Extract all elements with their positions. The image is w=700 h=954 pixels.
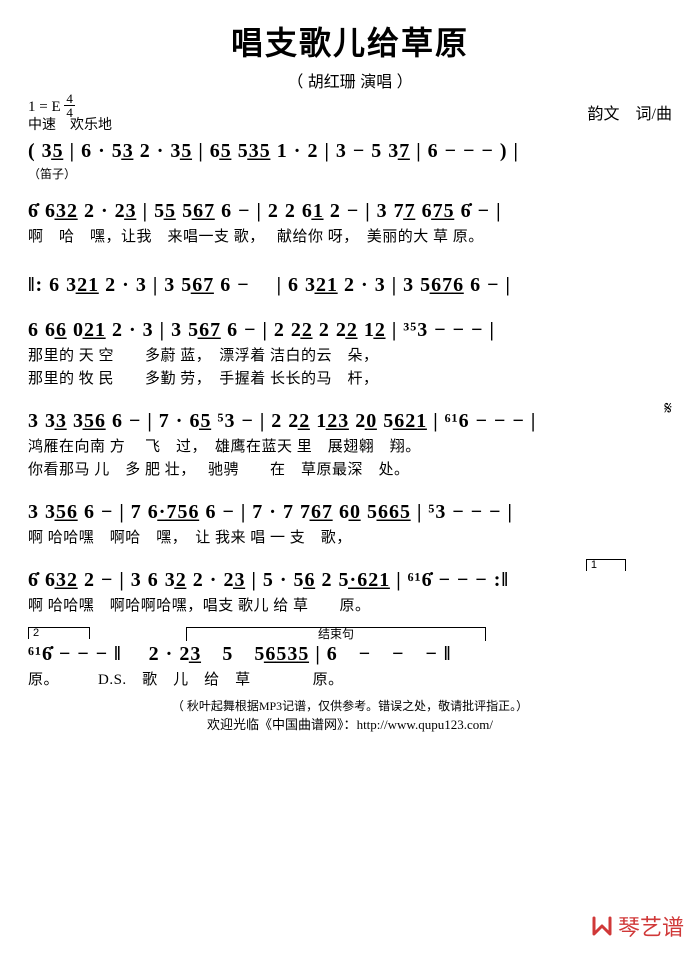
ending-bracket-2: 2 [28,627,90,639]
source-url[interactable]: http://www.qupu123.com/ [357,717,493,732]
coda-mark: 𝄋 [664,398,672,419]
lyrics-line: 啊 哈哈嘿 啊哈啊哈嘿，唱支 歌儿 给 草 原。 [28,594,672,615]
performer-subtitle: （ 胡红珊 演唱 ） [28,68,672,92]
composer-credit: 韵文 词/曲 [588,100,672,124]
notation-line: ⁶¹6̇ − − − ‖ 2 · 2͟3 5 5͟6͟5͟3͟5 | 6 − −… [28,637,672,666]
notation-line: 3 3͟3 3͟5͟6 6 − | 7 · 6͟5 ⁵3 − | 2 2͟2 1… [28,410,672,433]
score-body: ( 3͟5 | 6 · 5͟3 2 · 3͟5 | 6͟5 5͟3͟5 1 · … [28,140,672,689]
song-title: 唱支歌儿给草原 [28,18,672,64]
instrument-annotation: （笛子） [28,165,672,182]
notation-line: ( 3͟5 | 6 · 5͟3 2 · 3͟5 | 6͟5 5͟3͟5 1 · … [28,140,672,163]
tempo-marking: 中速 欢乐地 [28,114,112,134]
notation-line: ‖: 6 3͟2͟1 2 · 3 | 3 5͟6͟7 6 − | 6 3͟2͟1… [28,268,672,297]
notation-line: 6̇ 6͟3͟2 2 − | 3 6 3͟2 2 · 2͟3 | 5 · 5͟6… [28,569,672,592]
lyrics-line: 鸿雁在向南 方 飞 过， 雄鹰在蓝天 里 展翅翱 翔。 [28,435,672,456]
lyrics-line: 那里的 天 空 多蔚 蓝， 漂浮着 洁白的云 朵， [28,344,672,365]
lyrics-line: 原。 D.S. 歌 儿 给 草 原。 [28,668,672,689]
ending-bracket-1: 1 [586,559,626,571]
lyrics-line: 啊 哈 嘿，让我 来唱一支 歌， 献给你 呀， 美丽的大 草 原。 [28,225,672,246]
notation-line: 3 3͟5͟6 6 − | 7 6͟·͟7͟5͟6 6 − | 7 · 7 7͟… [28,501,672,524]
notation-line: 6̇ 6͟3͟2 2 · 2͟3 | 5͟5 5͟6͟7 6 − | 2 2 6… [28,200,672,223]
notation-line: 6 6͟6 0͟2͟1 2 · 3 | 3 5͟6͟7 6 − | 2 2͟2 … [28,319,672,342]
lyrics-line: 你看那马 儿 多 肥 壮， 驰骋 在 草原最深 处。 [28,458,672,479]
ending-label: 结束句 [186,627,486,641]
watermark-logo: 琴艺谱 [590,910,684,942]
logo-icon [590,914,614,938]
lyrics-line: 那里的 牧 民 多勤 劳， 手握着 长长的马 杆， [28,367,672,388]
source-link-line: 欢迎光临《中国曲谱网》：http://www.qupu123.com/ [28,714,672,733]
lyrics-line: 啊 哈哈嘿 啊哈 嘿， 让 我来 唱 一 支 歌， [28,526,672,547]
transcriber-note: （ 秋叶起舞根据MP3记谱，仅供参考。错误之处，敬请批评指正。） [28,697,672,714]
